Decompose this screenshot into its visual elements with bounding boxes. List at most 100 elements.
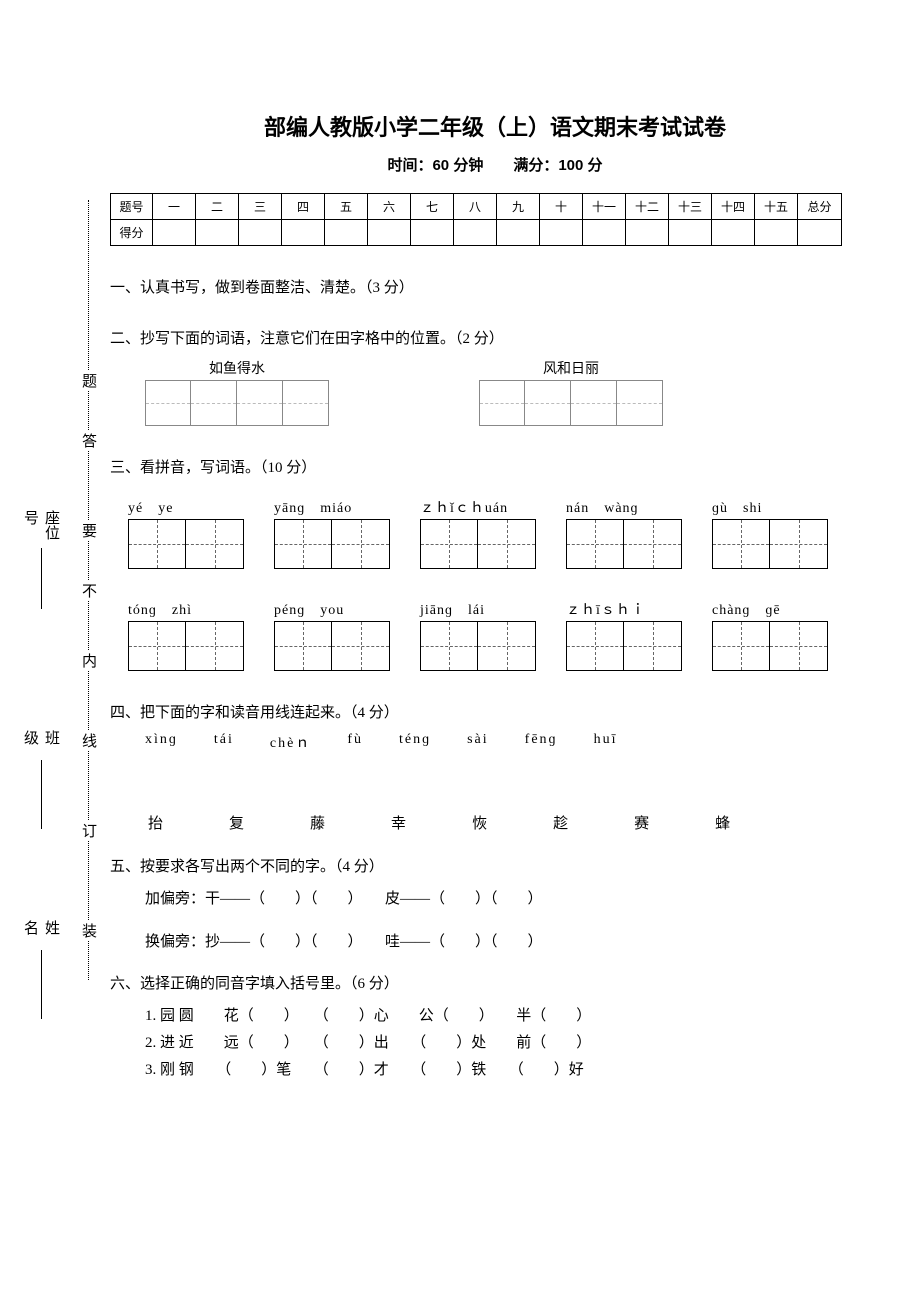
th: 总分 <box>798 194 842 220</box>
th: 十五 <box>755 194 798 220</box>
pinyin-label: pénɡ you <box>274 599 390 617</box>
q6-line2: 2. 进 近 远（ ） （ ）出 （ ）处 前（ ） <box>110 1030 880 1057</box>
q3-head: 三、看拼音，写词语。（10 分） <box>110 456 880 477</box>
th: 十一 <box>583 194 626 220</box>
pinyin-item: fù <box>347 732 363 752</box>
pinyin-label: nán wànɡ <box>566 497 682 515</box>
pinyin-item: fēnɡ <box>525 732 558 752</box>
page-title: 部编人教版小学二年级（上）语文期末考试试卷 <box>110 110 880 142</box>
strip-char: 线 <box>82 730 97 751</box>
th: 五 <box>325 194 368 220</box>
q5-line2: 换偏旁：抄——（ ）（ ） 哇——（ ）（ ） <box>110 929 880 956</box>
th: 六 <box>368 194 411 220</box>
class-label: 班级 <box>20 730 62 829</box>
th: 一 <box>153 194 196 220</box>
hanzi-item: 藤 <box>310 812 325 833</box>
pinyin-label: chànɡ ɡē <box>712 599 828 617</box>
td <box>454 220 497 246</box>
pinyin-label: jiānɡ lái <box>420 599 536 617</box>
pinyin-label: tónɡ zhì <box>128 599 244 617</box>
strip-char: 装 <box>82 920 97 941</box>
pinyin-item: chèｎ <box>270 732 311 752</box>
strip-char: 内 <box>82 650 97 671</box>
hanzi-item: 抬 <box>148 812 163 833</box>
pinyin-label: yé ye <box>128 497 244 515</box>
tian-group: 风和日丽 <box>479 358 663 426</box>
pinyin-item: tái <box>214 732 234 752</box>
td <box>497 220 540 246</box>
q1-head: 一、认真书写，做到卷面整洁、清楚。（3 分） <box>110 276 880 297</box>
th: 十二 <box>626 194 669 220</box>
td <box>282 220 325 246</box>
td <box>583 220 626 246</box>
td <box>626 220 669 246</box>
q5-line1: 加偏旁：干——（ ）（ ） 皮——（ ）（ ） <box>110 886 880 913</box>
th: 二 <box>196 194 239 220</box>
th: 十三 <box>669 194 712 220</box>
pinyin-item: sài <box>467 732 489 752</box>
class-text: 班级 <box>20 730 62 756</box>
name-label: 姓名 <box>20 920 62 1019</box>
td <box>325 220 368 246</box>
td <box>411 220 454 246</box>
underline <box>40 950 42 1019</box>
table-row: 题号 一 二 三 四 五 六 七 八 九 十 十一 十二 十三 十四 十五 总分 <box>111 194 842 220</box>
th: 三 <box>239 194 282 220</box>
pinyin-label: ｚｈīｓｈｉ <box>566 599 682 617</box>
q4-head: 四、把下面的字和读音用线连起来。（4 分） <box>110 701 880 722</box>
th: 十 <box>540 194 583 220</box>
binding-strip: 题 答 要 不 内 线 订 装 <box>80 200 100 980</box>
td <box>712 220 755 246</box>
q2-head: 二、抄写下面的词语，注意它们在田字格中的位置。（2 分） <box>110 327 880 348</box>
hanzi-item: 幸 <box>391 812 406 833</box>
td <box>153 220 196 246</box>
word-label: 风和日丽 <box>479 358 663 378</box>
td <box>755 220 798 246</box>
hanzi-item: 复 <box>229 812 244 833</box>
name-text: 姓名 <box>20 920 62 946</box>
seat-text: 座位号 <box>20 510 62 544</box>
tian-group: 如鱼得水 <box>145 358 329 426</box>
pinyin-row-2: tónɡ zhì pénɡ you jiānɡ lái ｚｈīｓｈｉ chànɡ… <box>110 599 880 671</box>
q4-hanzi-line: 抬 复 藤 幸 恢 趁 赛 蜂 <box>110 812 880 833</box>
th: 九 <box>497 194 540 220</box>
q6-head: 六、选择正确的同音字填入括号里。（6 分） <box>110 972 880 993</box>
td <box>669 220 712 246</box>
pinyin-row-1: yé ye yānɡ miáo ｚｈǐｃｈuán nán wànɡ ɡù shi <box>110 497 880 569</box>
td <box>540 220 583 246</box>
underline <box>40 548 42 609</box>
pinyin-item: huī <box>594 732 618 752</box>
hanzi-item: 赛 <box>634 812 649 833</box>
th: 十四 <box>712 194 755 220</box>
td <box>196 220 239 246</box>
hanzi-item: 趁 <box>553 812 568 833</box>
strip-char: 答 <box>82 430 97 451</box>
q5-head: 五、按要求各写出两个不同的字。（4 分） <box>110 855 880 876</box>
score-table: 题号 一 二 三 四 五 六 七 八 九 十 十一 十二 十三 十四 十五 总分… <box>110 193 842 246</box>
td <box>368 220 411 246</box>
pinyin-item: ténɡ <box>399 732 431 752</box>
page-subtitle: 时间：60 分钟 满分：100 分 <box>110 154 880 175</box>
th: 七 <box>411 194 454 220</box>
strip-char: 不 <box>82 580 97 601</box>
td <box>798 220 842 246</box>
word-label: 如鱼得水 <box>145 358 329 378</box>
pinyin-label: ｚｈǐｃｈuán <box>420 497 536 515</box>
th: 八 <box>454 194 497 220</box>
table-row: 得分 <box>111 220 842 246</box>
q4-pinyin-line: xìnɡ tái chèｎ fù ténɡ sài fēnɡ huī <box>110 732 880 752</box>
q6-line3: 3. 刚 钢 （ ）笔 （ ）才 （ ）铁 （ ）好 <box>110 1057 880 1084</box>
hanzi-item: 蜂 <box>715 812 730 833</box>
pinyin-label: ɡù shi <box>712 497 828 515</box>
th: 四 <box>282 194 325 220</box>
strip-char: 订 <box>82 820 97 841</box>
strip-char: 题 <box>82 370 97 391</box>
seat-label: 座位号 <box>20 510 62 609</box>
underline <box>40 760 42 829</box>
hanzi-item: 恢 <box>472 812 487 833</box>
td <box>239 220 282 246</box>
td-label: 得分 <box>111 220 153 246</box>
strip-char: 要 <box>82 520 97 541</box>
th-label: 题号 <box>111 194 153 220</box>
pinyin-item: xìnɡ <box>145 732 178 752</box>
